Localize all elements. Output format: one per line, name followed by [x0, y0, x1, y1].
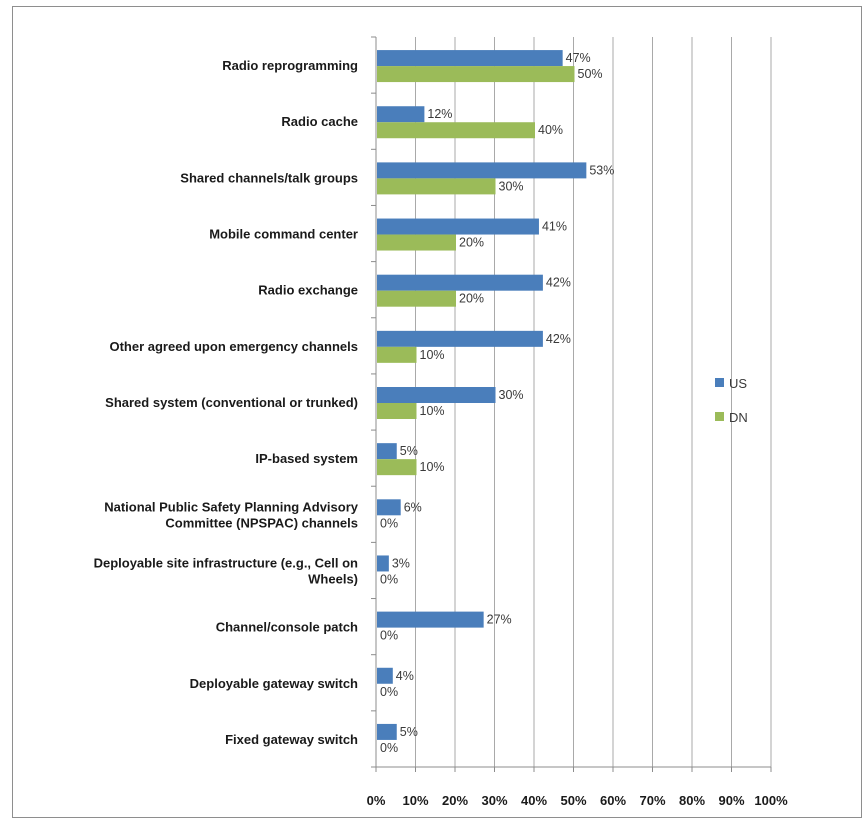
data-label-us: 42% — [546, 332, 571, 346]
bar-us — [377, 387, 496, 403]
legend-label-dn: DN — [729, 410, 748, 425]
bar-dn — [377, 178, 496, 195]
x-tick-label: 60% — [600, 793, 626, 808]
category-label: Committee (NPSPAC) channels — [165, 515, 358, 530]
x-tick-label: 30% — [481, 793, 507, 808]
bar-us — [377, 274, 543, 291]
bar-us — [377, 611, 484, 628]
bar-us — [377, 106, 425, 123]
data-label-us: 5% — [400, 444, 418, 458]
bar-dn — [377, 290, 456, 307]
category-label: Shared channels/talk groups — [180, 170, 358, 185]
data-label-dn: 20% — [459, 236, 484, 250]
category-label: Fixed gateway switch — [225, 732, 358, 747]
data-label-us: 4% — [396, 669, 414, 683]
data-label-dn: 30% — [499, 179, 524, 193]
data-label-dn: 50% — [578, 67, 603, 81]
category-label: Channel/console patch — [216, 620, 358, 635]
legend-swatch-us — [715, 378, 724, 387]
data-label-dn: 0% — [380, 516, 398, 530]
x-tick-label: 40% — [521, 793, 547, 808]
data-label-dn: 10% — [420, 404, 445, 418]
category-label: Deployable site infrastructure (e.g., Ce… — [94, 555, 358, 570]
category-label: Other agreed upon emergency channels — [109, 339, 358, 354]
data-label-dn: 10% — [420, 348, 445, 362]
data-label-us: 30% — [499, 388, 524, 402]
bar-dn — [377, 459, 417, 476]
bar-dn — [377, 66, 575, 83]
x-tick-label: 20% — [442, 793, 468, 808]
category-label: IP-based system — [255, 451, 358, 466]
data-label-us: 27% — [487, 613, 512, 627]
data-label-dn: 20% — [459, 292, 484, 306]
data-label-dn: 0% — [380, 741, 398, 755]
category-label: Deployable gateway switch — [190, 676, 358, 691]
x-tick-label: 90% — [718, 793, 744, 808]
bar-dn — [377, 403, 417, 419]
bar-dn — [377, 234, 456, 251]
data-label-us: 3% — [392, 556, 410, 570]
legend-swatch-dn — [715, 412, 724, 421]
data-label-dn: 0% — [380, 572, 398, 586]
category-label: National Public Safety Planning Advisory — [104, 499, 359, 514]
data-label-dn: 40% — [538, 123, 563, 137]
data-label-us: 5% — [400, 725, 418, 739]
bar-us — [377, 555, 389, 572]
data-label-dn: 0% — [380, 629, 398, 643]
data-label-us: 42% — [546, 276, 571, 290]
bar-dn — [377, 122, 535, 139]
x-tick-label: 80% — [679, 793, 705, 808]
data-label-us: 47% — [566, 51, 591, 65]
data-label-dn: 10% — [420, 460, 445, 474]
x-tick-label: 50% — [560, 793, 586, 808]
data-label-us: 12% — [427, 107, 452, 121]
data-label-us: 6% — [404, 500, 422, 514]
category-label: Radio reprogramming — [222, 58, 358, 73]
bar-us — [377, 50, 563, 67]
x-tick-label: 10% — [402, 793, 428, 808]
data-label-dn: 0% — [380, 685, 398, 699]
data-label-us: 53% — [589, 163, 614, 177]
bar-us — [377, 499, 401, 516]
category-label: Radio cache — [281, 114, 358, 129]
category-label: Mobile command center — [209, 227, 358, 242]
bar-us — [377, 218, 539, 235]
category-label: Wheels) — [308, 571, 358, 586]
category-label: Shared system (conventional or trunked) — [105, 395, 358, 410]
bar-us — [377, 667, 393, 684]
bar-us — [377, 330, 543, 347]
bar-us — [377, 723, 397, 740]
bar-us — [377, 162, 587, 179]
category-label: Radio exchange — [258, 283, 358, 298]
x-tick-label: 0% — [367, 793, 386, 808]
bar-us — [377, 443, 397, 460]
x-tick-label: 100% — [754, 793, 788, 808]
x-tick-label: 70% — [639, 793, 665, 808]
data-label-us: 41% — [542, 220, 567, 234]
bar-dn — [377, 346, 417, 363]
legend-label-us: US — [729, 376, 747, 391]
